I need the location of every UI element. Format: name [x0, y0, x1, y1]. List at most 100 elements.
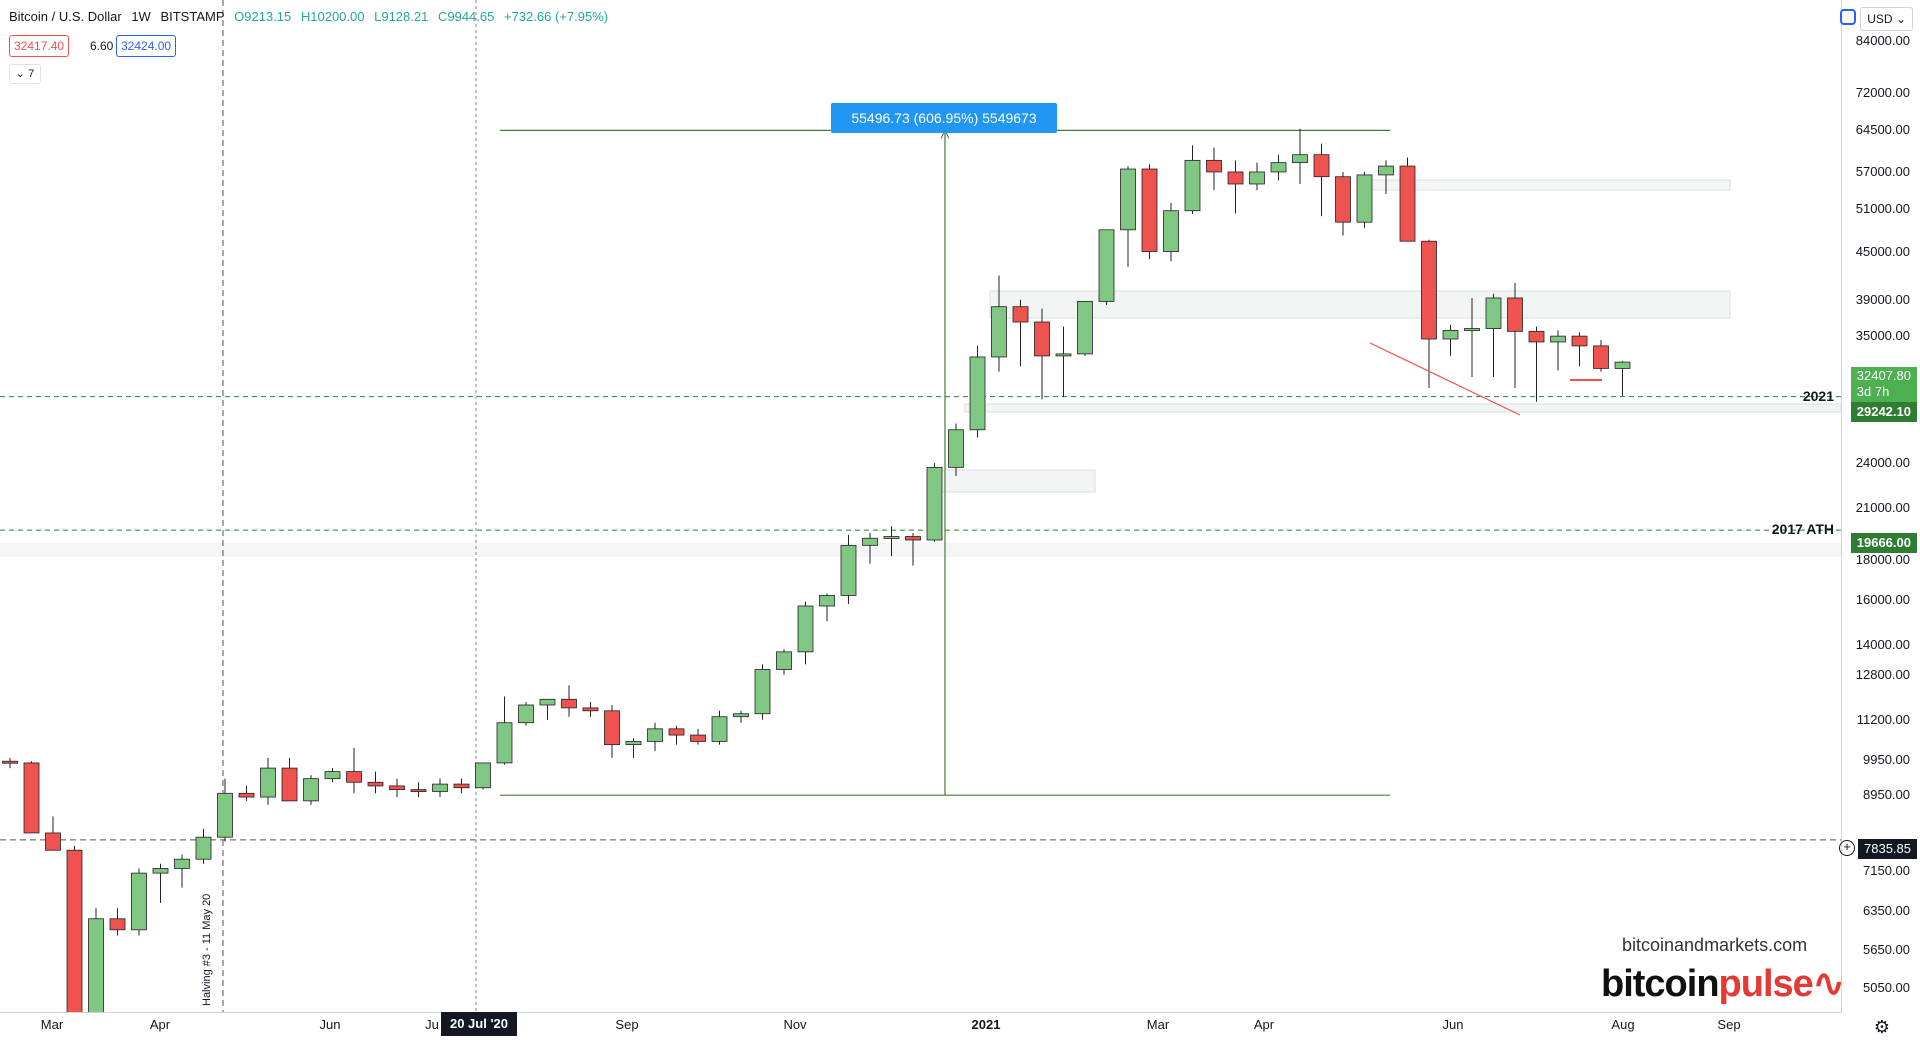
bar-countdown: 3d 7h: [1856, 384, 1890, 399]
candle-body: [604, 710, 620, 746]
candle-body: [926, 466, 943, 541]
candle-body: [1356, 174, 1373, 223]
pulse-wave-icon: ∿: [1812, 963, 1845, 1005]
candle-body: [1012, 306, 1029, 323]
candle-body: [1227, 171, 1244, 185]
indicators-collapse-button[interactable]: ⌄ 7: [9, 64, 41, 84]
candle-body: [1593, 345, 1609, 369]
candle-body: [733, 713, 749, 718]
candle-body: [1550, 335, 1566, 343]
crosshair-price-tag: 7835.85: [1858, 839, 1917, 859]
candle-body: [539, 698, 556, 706]
candle-body: [131, 872, 147, 931]
candle-body: [1313, 154, 1330, 178]
candle-body: [1378, 165, 1394, 176]
candle-body: [260, 767, 276, 798]
level-label-2021: 2021: [1802, 388, 1834, 404]
candle-body: [152, 868, 169, 874]
currency-label: USD: [1867, 12, 1893, 26]
candle-body: [1184, 159, 1201, 212]
add-plus-icon[interactable]: +: [1839, 840, 1855, 856]
symbol-title[interactable]: Bitcoin / U.S. Dollar: [9, 9, 122, 24]
candle-body: [1571, 335, 1588, 347]
candle-body: [1485, 297, 1502, 329]
price-axis-label: 64500.00: [1855, 122, 1910, 138]
candle-body: [754, 669, 771, 715]
ohlc-open: O9213.15: [234, 9, 292, 24]
price-axis-label: 5050.00: [1863, 979, 1910, 995]
watermark-logo-b: pulse: [1718, 963, 1814, 1005]
time-axis-label: Nov: [783, 1017, 807, 1032]
time-axis-label: Ju: [425, 1017, 439, 1032]
zone-box: [964, 403, 1842, 413]
currency-selector[interactable]: USD ⌄: [1860, 7, 1913, 31]
candle-body: [1421, 240, 1437, 340]
candle-body: [1249, 171, 1265, 185]
time-axis-label: Sep: [1717, 1017, 1741, 1032]
time-axis-label: 2021: [971, 1017, 1001, 1032]
candle-body: [1120, 168, 1136, 231]
zone-box: [934, 469, 1096, 493]
candle-body: [217, 792, 233, 838]
indicator-count: 7: [28, 68, 35, 80]
price-axis-label: 9950.00: [1863, 751, 1910, 767]
candle-body: [969, 356, 986, 431]
candle-body: [1442, 330, 1459, 340]
candle-body: [862, 537, 878, 546]
interval-label[interactable]: 1W: [131, 9, 151, 24]
price-axis-label: 11200.00: [1856, 711, 1910, 727]
candle-body: [1464, 328, 1480, 331]
price-axis-label: 39000.00: [1855, 291, 1910, 307]
candle-body: [797, 605, 814, 653]
candle-body: [66, 849, 83, 1012]
watermark-logo: bitcoinpulse∿: [1601, 961, 1845, 1006]
candle-body: [561, 698, 577, 709]
candle-body: [1206, 159, 1222, 173]
buy-price-button[interactable]: 32424.00: [116, 35, 177, 57]
candle-body: [2, 760, 18, 764]
candle-body: [23, 762, 40, 834]
watermark-site: bitcoinandmarkets.com: [1622, 935, 1808, 955]
price-axis-label: 18000.00: [1855, 551, 1910, 567]
ohlc-high: H10200.00: [300, 9, 365, 24]
measure-label: 55496.73 (606.95%) 5549673: [831, 103, 1057, 133]
ohlc-low: L9128.21: [374, 9, 429, 24]
exchange-label: BITSTAMP: [160, 9, 225, 24]
trend-line: [1369, 342, 1521, 416]
lock-scale-icon[interactable]: [1840, 9, 1856, 25]
price-axis-label: 16000.00: [1855, 591, 1910, 607]
candle-body: [819, 595, 835, 607]
gear-icon[interactable]: ⚙: [1873, 1017, 1890, 1037]
price-axis-label: 84000.00: [1855, 33, 1910, 49]
candle-body: [647, 728, 663, 742]
candle-body: [281, 767, 298, 802]
candle-body: [1399, 165, 1416, 242]
candle-body: [496, 722, 513, 764]
candle-body: [389, 785, 405, 790]
price-axis-label: 7150.00: [1863, 862, 1910, 878]
candle-body: [1098, 229, 1115, 302]
candle-body: [432, 783, 448, 792]
candle-body: [711, 716, 728, 742]
price-chart[interactable]: [0, 0, 1842, 1012]
candle-body: [475, 762, 491, 789]
level-tag-2021: 29242.10: [1850, 402, 1917, 422]
candle-body: [518, 704, 534, 724]
candle-body: [1335, 176, 1351, 223]
time-axis-label: Sep: [615, 1017, 639, 1032]
time-axis-label: Mar: [1146, 1017, 1170, 1032]
time-axis-label: Jun: [1442, 1017, 1464, 1032]
price-axis-label: 21000.00: [1855, 500, 1910, 516]
candle-body: [1614, 361, 1631, 369]
price-axis-label: 8950.00: [1863, 787, 1910, 803]
price-axis-label: 72000.00: [1855, 85, 1910, 101]
candle-body: [1163, 210, 1179, 252]
candle-body: [1270, 162, 1287, 173]
candle-body: [948, 429, 964, 468]
candle-body: [690, 734, 706, 742]
halving-label: Halving #3 - 11 May 20: [201, 893, 213, 1006]
sell-price-button[interactable]: 32417.40: [9, 35, 70, 57]
candle-body: [453, 783, 470, 789]
candle-body: [1528, 330, 1545, 343]
time-axis[interactable]: [0, 1012, 1842, 1043]
